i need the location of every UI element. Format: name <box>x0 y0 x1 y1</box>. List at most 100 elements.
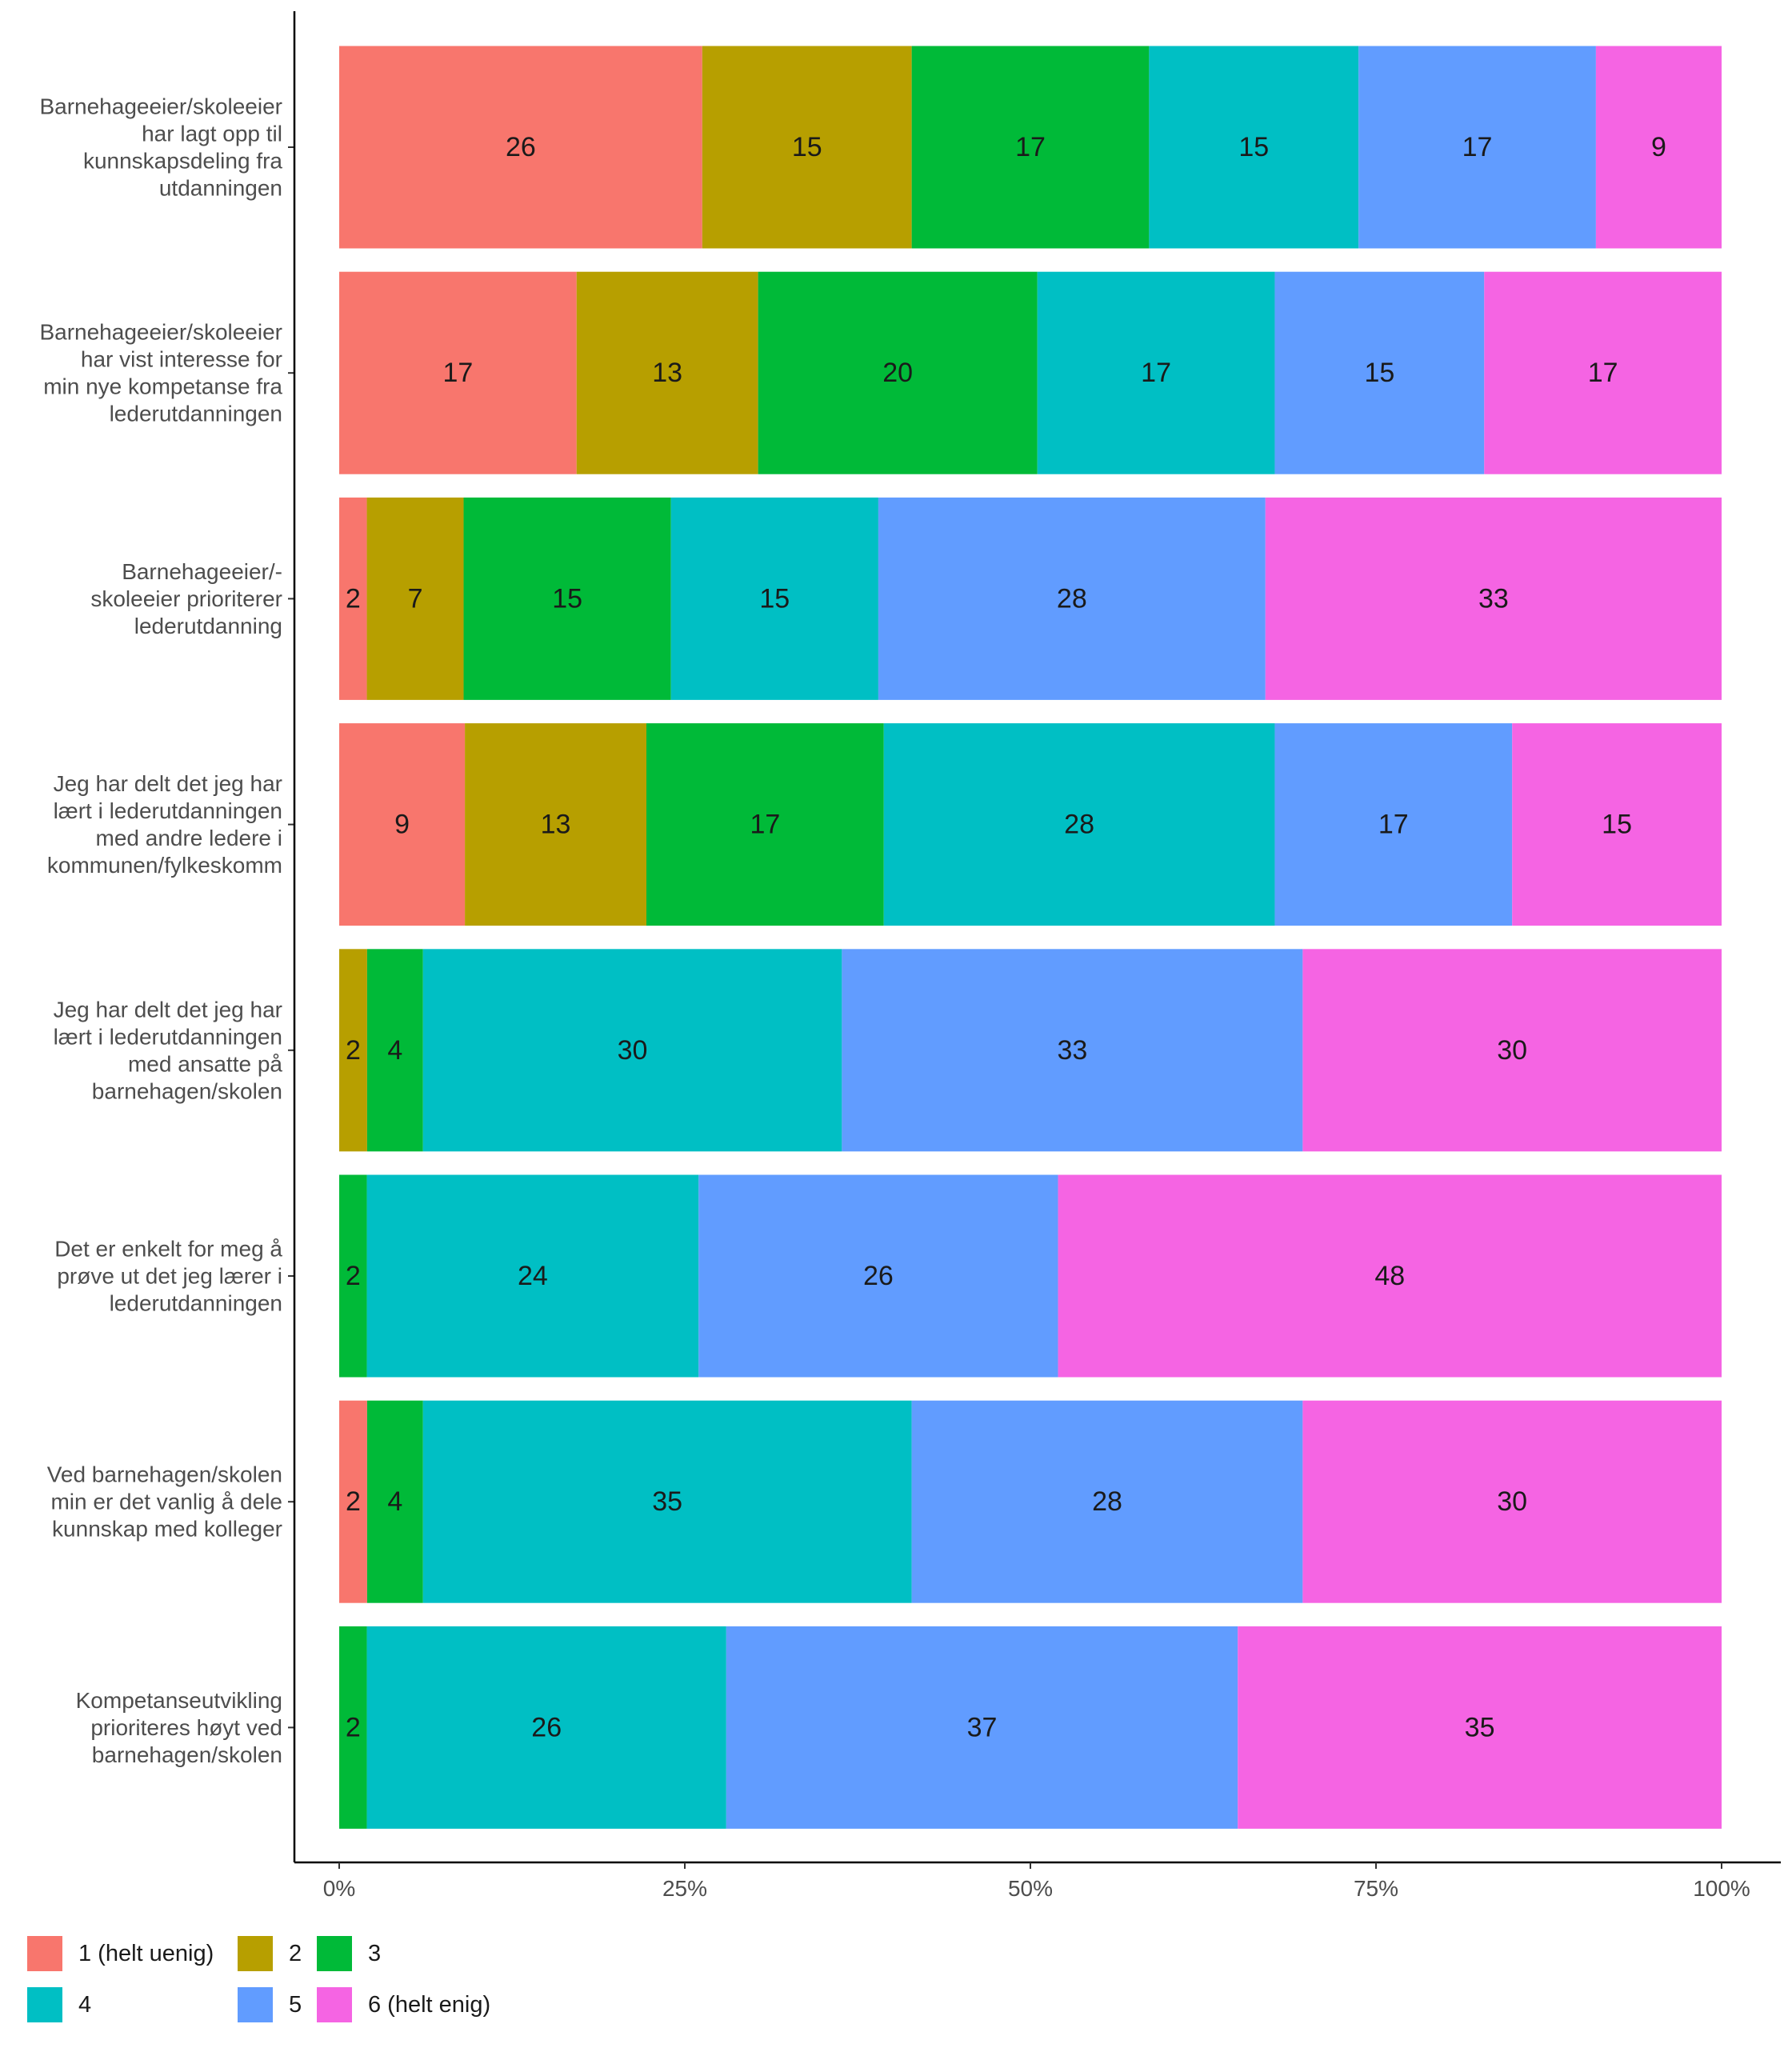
bar-value-label: 35 <box>1465 1712 1495 1742</box>
legend-label: 2 <box>289 1941 302 1966</box>
bar-segment <box>842 949 1303 1152</box>
bar-value-label: 17 <box>442 358 473 388</box>
bar-value-label: 2 <box>346 583 361 614</box>
bar-segment <box>911 46 1150 249</box>
bar-value-label: 15 <box>792 132 822 162</box>
bar-value-label: 33 <box>1478 583 1509 614</box>
bar-value-label: 13 <box>652 358 682 388</box>
bar-segment <box>339 949 367 1152</box>
bar-value-label: 30 <box>618 1035 648 1066</box>
bar-segment <box>1274 723 1513 926</box>
bar-segment <box>339 497 367 700</box>
bar-segment <box>1358 46 1596 249</box>
legend-key <box>238 1987 273 2022</box>
bar-value-label: 28 <box>1064 810 1094 840</box>
bar-segment <box>1265 497 1722 700</box>
bar-value-label: 26 <box>531 1712 562 1742</box>
bar-segment <box>883 723 1275 926</box>
bar-segment <box>1037 271 1275 474</box>
bar-segment <box>339 1626 367 1829</box>
bar-labels-layer: 26 15 17 15 17 9 17 13 20 17 15 17 2 7 15 15 28 33 9 13 17 28… <box>346 132 1666 1742</box>
bar-segment <box>702 46 912 249</box>
bar-segment <box>1302 949 1722 1152</box>
bar-value-label: 30 <box>1497 1035 1527 1066</box>
bar-value-label: 20 <box>882 358 913 388</box>
bar-segment <box>339 46 702 249</box>
bar-segment <box>1595 46 1722 249</box>
bar-value-label: 17 <box>750 810 780 840</box>
legend: 1 (helt uenig) 2 3 4 5 6 (helt enig) <box>27 1936 490 2022</box>
bar-value-label: 15 <box>1238 132 1269 162</box>
bar-segment <box>463 497 671 700</box>
category-labels-layer: Barnehageeier/skoleeier har lagt opp til k… <box>39 94 282 1767</box>
bar-value-label: 4 <box>387 1486 402 1517</box>
category-label: Det er enkelt for meg å prøve ut det jeg … <box>54 1237 282 1316</box>
category-label: Jeg har delt det jeg har lært i lederutda… <box>47 771 282 878</box>
bar-value-label: 24 <box>518 1261 548 1291</box>
bar-value-label: 17 <box>1462 132 1493 162</box>
legend-key <box>27 1936 62 1971</box>
legend-key <box>317 1936 352 1971</box>
bar-segment <box>911 1400 1303 1603</box>
bar-value-label: 15 <box>1602 810 1632 840</box>
category-label: Barnehageeier/skoleeier har vist interess… <box>39 320 282 426</box>
bar-value-label: 30 <box>1497 1486 1527 1517</box>
legend-key <box>27 1987 62 2022</box>
bar-segment <box>422 949 842 1152</box>
bar-segment <box>670 497 878 700</box>
bar-value-label: 35 <box>652 1486 682 1517</box>
bar-segment <box>1238 1626 1722 1829</box>
bar-value-label: 28 <box>1092 1486 1122 1517</box>
x-tick-label: 75% <box>1354 1876 1398 1901</box>
legend-label: 4 <box>78 1992 91 2018</box>
bar-segment <box>698 1174 1058 1378</box>
bar-value-label: 37 <box>967 1712 998 1742</box>
bar-segment <box>422 1400 912 1603</box>
bar-value-label: 2 <box>346 1035 361 1066</box>
bar-value-label: 17 <box>1378 810 1409 840</box>
bar-segment <box>366 949 423 1152</box>
legend-label: 5 <box>289 1992 302 2018</box>
bar-value-label: 17 <box>1141 358 1171 388</box>
legend-label: 1 (helt uenig) <box>78 1941 214 1966</box>
bar-segment <box>465 723 646 926</box>
bar-value-label: 26 <box>863 1261 894 1291</box>
bar-segment <box>339 723 466 926</box>
category-label: Ved barnehagen/skolen min er det vanlig å… <box>47 1462 282 1542</box>
x-tick-label: 50% <box>1008 1876 1053 1901</box>
bar-segment <box>339 1174 367 1378</box>
bar-value-label: 2 <box>346 1486 361 1517</box>
legend-label: 3 <box>368 1941 381 1966</box>
bar-segment <box>758 271 1038 474</box>
x-tick-label: 100% <box>1693 1876 1750 1901</box>
bar-value-label: 9 <box>394 810 410 840</box>
legend-label: 6 (helt enig) <box>368 1992 490 2018</box>
bar-segment <box>366 1400 423 1603</box>
bar-value-label: 2 <box>346 1261 361 1291</box>
bar-segment <box>576 271 758 474</box>
bar-value-label: 15 <box>1364 358 1394 388</box>
bar-value-label: 15 <box>759 583 790 614</box>
x-tick-label: 25% <box>662 1876 707 1901</box>
bar-segment <box>1274 271 1485 474</box>
bar-segment <box>878 497 1266 700</box>
bar-segment <box>366 1626 726 1829</box>
category-label: Kompetanseutvikling prioriteres høyt ved b… <box>76 1688 282 1767</box>
bar-value-label: 7 <box>408 583 423 614</box>
category-label: Barnehageeier/skoleeier har lagt opp til k… <box>39 94 282 201</box>
bar-segment <box>339 1400 367 1603</box>
bar-value-label: 17 <box>1588 358 1618 388</box>
bar-segment <box>1058 1174 1722 1378</box>
bars-layer <box>339 46 1722 1829</box>
bar-value-label: 17 <box>1015 132 1046 162</box>
bar-value-label: 13 <box>541 810 571 840</box>
bar-value-label: 48 <box>1374 1261 1405 1291</box>
bar-value-label: 4 <box>387 1035 402 1066</box>
bar-value-label: 2 <box>346 1712 361 1742</box>
bar-segment <box>339 271 577 474</box>
bar-segment <box>1484 271 1722 474</box>
category-label: Barnehageeier/-skoleeier prioriterer lede… <box>90 559 282 638</box>
bar-value-label: 28 <box>1057 583 1087 614</box>
bar-value-label: 26 <box>506 132 536 162</box>
